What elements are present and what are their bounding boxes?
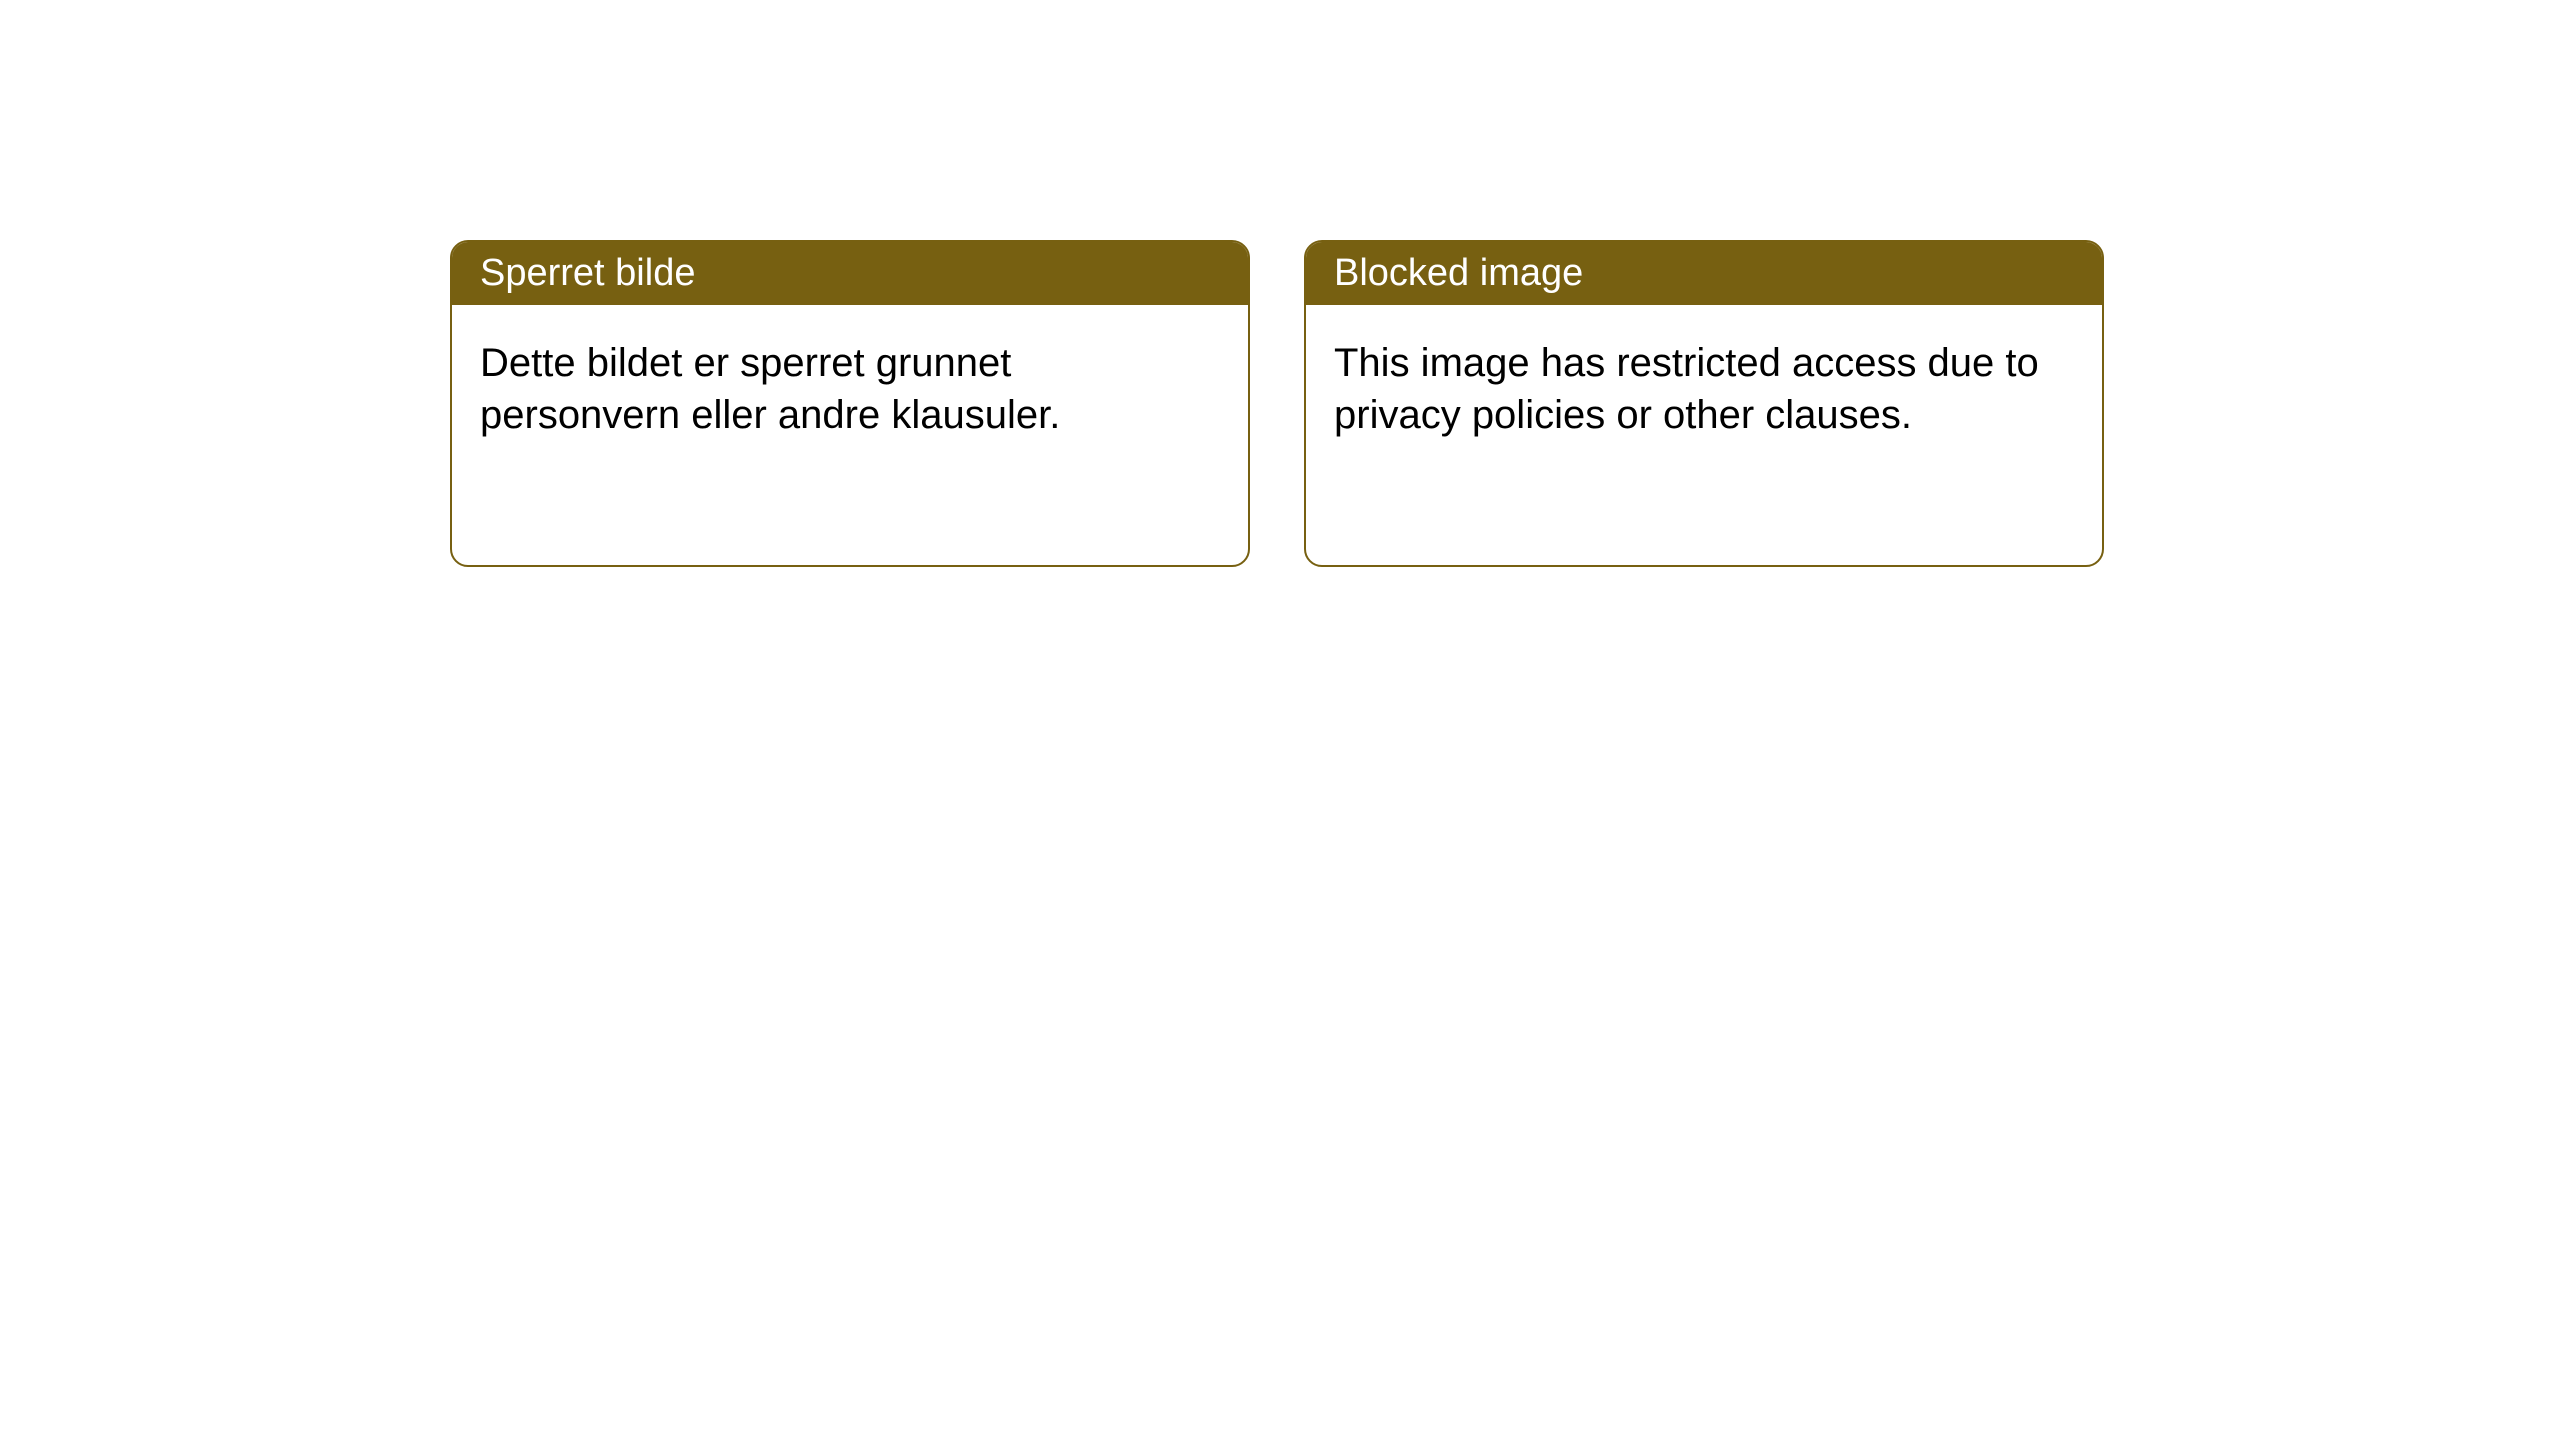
card-title: Blocked image [1334, 252, 1583, 294]
card-header: Sperret bilde [452, 242, 1248, 305]
notice-card-norwegian: Sperret bilde Dette bildet er sperret gr… [450, 240, 1250, 567]
card-title: Sperret bilde [480, 252, 695, 294]
card-header: Blocked image [1306, 242, 2102, 305]
notice-card-english: Blocked image This image has restricted … [1304, 240, 2104, 567]
notice-cards-container: Sperret bilde Dette bildet er sperret gr… [450, 240, 2104, 567]
card-body: This image has restricted access due to … [1306, 305, 2102, 565]
card-body: Dette bildet er sperret grunnet personve… [452, 305, 1248, 565]
card-body-text: This image has restricted access due to … [1334, 341, 2039, 437]
card-body-text: Dette bildet er sperret grunnet personve… [480, 341, 1060, 437]
